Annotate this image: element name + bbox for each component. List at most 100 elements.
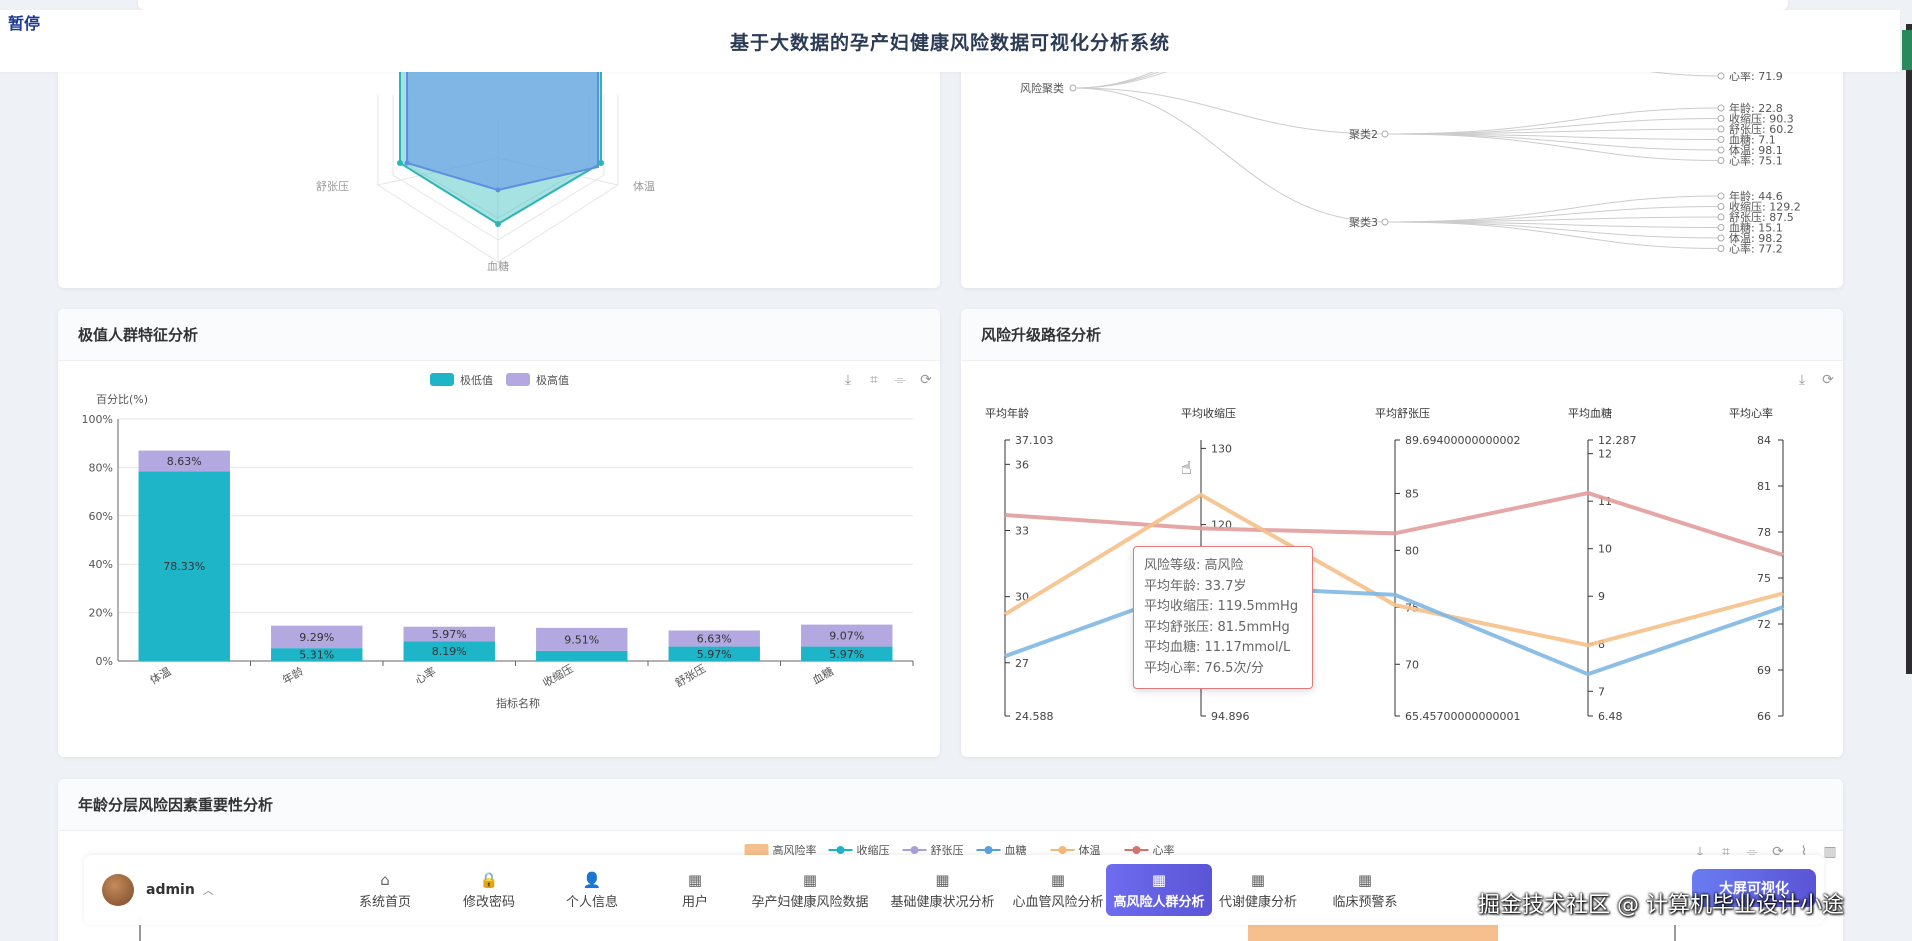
bar-segment[interactable] [271, 625, 363, 649]
cluster-leaf-node[interactable] [1717, 72, 1725, 80]
axis-tick-label: 72 [1757, 618, 1771, 631]
axis-tick-label: 36 [1015, 458, 1029, 471]
zoom-reset-icon[interactable]: ⌯ [1746, 844, 1757, 860]
avatar [102, 874, 134, 906]
scrollbar[interactable] [1906, 24, 1912, 674]
restore-icon[interactable]: ⟳ [1822, 372, 1834, 388]
legend-swatch[interactable] [506, 373, 530, 386]
download-icon[interactable]: ⤓ [1799, 372, 1805, 388]
zoom-reset-icon[interactable]: ⌯ [894, 372, 905, 388]
nav-item-3[interactable]: ▦ 用户 [650, 864, 740, 916]
axis-tick-label: 78 [1757, 526, 1771, 539]
cluster-leaf-label: 舒张压: 60.2 [1729, 122, 1794, 136]
cluster-leaf-node[interactable] [1717, 115, 1725, 122]
legend-label[interactable]: 心率 [1153, 843, 1175, 857]
download-icon[interactable]: ⤓ [1697, 844, 1703, 860]
bar-segment[interactable] [403, 641, 495, 661]
nav-item-6[interactable]: ▦ 心血管风险分析 [1003, 864, 1113, 916]
zoom-icon[interactable]: ⌗ [870, 372, 878, 388]
cluster-link [1387, 107, 1722, 135]
cluster-leaf-node[interactable] [1717, 125, 1725, 133]
page-header: 基于大数据的孕产妇健康风险数据可视化分析系统 [0, 10, 1900, 72]
series-line[interactable] [1004, 491, 1784, 557]
bar-icon[interactable]: ▥ [1823, 844, 1836, 860]
cluster-leaf-node[interactable] [1717, 224, 1725, 231]
cluster-leaf-node[interactable] [1717, 146, 1725, 154]
nav-item-7[interactable]: ▦ 高风险人群分析 [1106, 864, 1212, 916]
nav-item-label: 修改密码 [462, 894, 515, 910]
chevron-up-icon: ︿ [202, 884, 214, 897]
legend-label[interactable]: 极高值 [536, 373, 569, 387]
bar-segment[interactable] [138, 471, 230, 661]
bar-segment[interactable] [536, 627, 628, 651]
cluster-leaf-label: 心率: 77.2 [1729, 242, 1783, 256]
path-card-title: 风险升级路径分析 [961, 309, 1843, 361]
bar-segment[interactable] [801, 646, 893, 661]
path-parallel-chart: ⤓ ⟳平均年龄2730333637.10324.588平均收缩压12013094.… [985, 372, 1834, 723]
cluster-node-label: 聚类3 [1349, 215, 1378, 229]
axis-name: 平均舒张压 [1375, 406, 1430, 420]
nav-item-0[interactable]: ⌂ 系统首页 [340, 864, 430, 916]
cluster-leaf-label: 舒张压: 87.5 [1729, 210, 1794, 224]
cluster-leaf-label: 心率: 71.9 [1729, 69, 1783, 83]
legend-label[interactable]: 血糖 [1005, 843, 1027, 857]
cluster-leaf-node[interactable] [1717, 245, 1725, 252]
nav-item-1[interactable]: 🔒 修改密码 [444, 864, 534, 916]
legend-label[interactable]: 极低值 [460, 373, 493, 387]
series-line[interactable] [1003, 492, 1784, 648]
bar-segment[interactable] [271, 648, 363, 661]
y-tick-label: 60% [89, 510, 113, 523]
nav-item-8[interactable]: ▦ 代谢健康分析 [1210, 864, 1306, 916]
x-tick-label: 年龄 [280, 664, 306, 687]
axis-tick-label: 80 [1405, 544, 1419, 557]
grid-icon: ▦ [687, 870, 703, 889]
nav-item-4[interactable]: ▦ 孕产妇健康风险数据 [745, 864, 875, 916]
cluster-leaf-node[interactable] [1717, 234, 1725, 242]
cluster-node[interactable] [1381, 130, 1389, 138]
x-tick-label: 舒张压 [672, 661, 708, 690]
bar-segment[interactable] [668, 646, 760, 661]
axis-tick-label: 81 [1757, 480, 1771, 493]
bar-segment[interactable] [403, 626, 495, 642]
legend-label[interactable]: 收缩压 [857, 843, 890, 857]
restore-icon[interactable]: ⟳ [920, 372, 932, 388]
nav-item-5[interactable]: ▦ 基础健康状况分析 [880, 864, 1005, 916]
cluster-leaf-node[interactable] [1717, 203, 1725, 210]
nav-item-2[interactable]: 👤 个人信息 [547, 864, 637, 916]
line-icon[interactable]: ⌇ [1801, 844, 1808, 860]
cluster-leaf-node[interactable] [1717, 104, 1725, 112]
cluster-leaf-label: 年龄: 22.8 [1729, 101, 1783, 115]
download-icon[interactable]: ⤓ [845, 372, 851, 388]
cluster-leaf-node[interactable] [1717, 157, 1725, 164]
cluster-leaf-node[interactable] [1717, 192, 1725, 200]
bar-value-label: 78.33% [163, 560, 205, 573]
big-screen-button[interactable]: 大屏可视化 [1692, 869, 1816, 907]
cluster-leaf-label: 收缩压: 129.2 [1729, 200, 1801, 214]
cluster-link [1074, 87, 1386, 135]
nav-item-9[interactable]: ▦ 临床预警系 [1315, 864, 1415, 916]
extreme-card-title: 极值人群特征分析 [58, 309, 940, 361]
series-line[interactable] [1004, 583, 1784, 677]
axis-min-label: 65.45700000000001 [1405, 710, 1520, 723]
user-icon: 👤 [582, 870, 602, 889]
legend-swatch[interactable] [744, 844, 769, 856]
legend-swatch[interactable] [430, 373, 454, 386]
zoom-icon[interactable]: ⌗ [1722, 844, 1730, 860]
legend-label[interactable]: 舒张压 [931, 843, 964, 857]
cluster-leaf-node[interactable] [1717, 213, 1725, 221]
radar-series-2[interactable] [406, 69, 599, 192]
bar-segment[interactable] [536, 650, 628, 661]
cluster-leaf-node[interactable] [1717, 136, 1725, 143]
axis-min-label: 94.896 [1211, 710, 1250, 723]
bar-segment[interactable] [138, 450, 230, 472]
bar-segment[interactable] [668, 630, 760, 647]
user-menu[interactable]: admin ︿ [102, 867, 242, 913]
bar-segment[interactable] [801, 624, 893, 647]
legend-label[interactable]: 体温 [1079, 843, 1101, 857]
axis-name: 平均收缩压 [1181, 406, 1236, 420]
scrollbar-thumb[interactable] [1902, 30, 1912, 70]
cluster-node[interactable] [1381, 218, 1389, 226]
legend-label[interactable]: 高风险率 [773, 843, 817, 857]
radar-card: 舒张压 体温 血糖 [58, 40, 940, 288]
